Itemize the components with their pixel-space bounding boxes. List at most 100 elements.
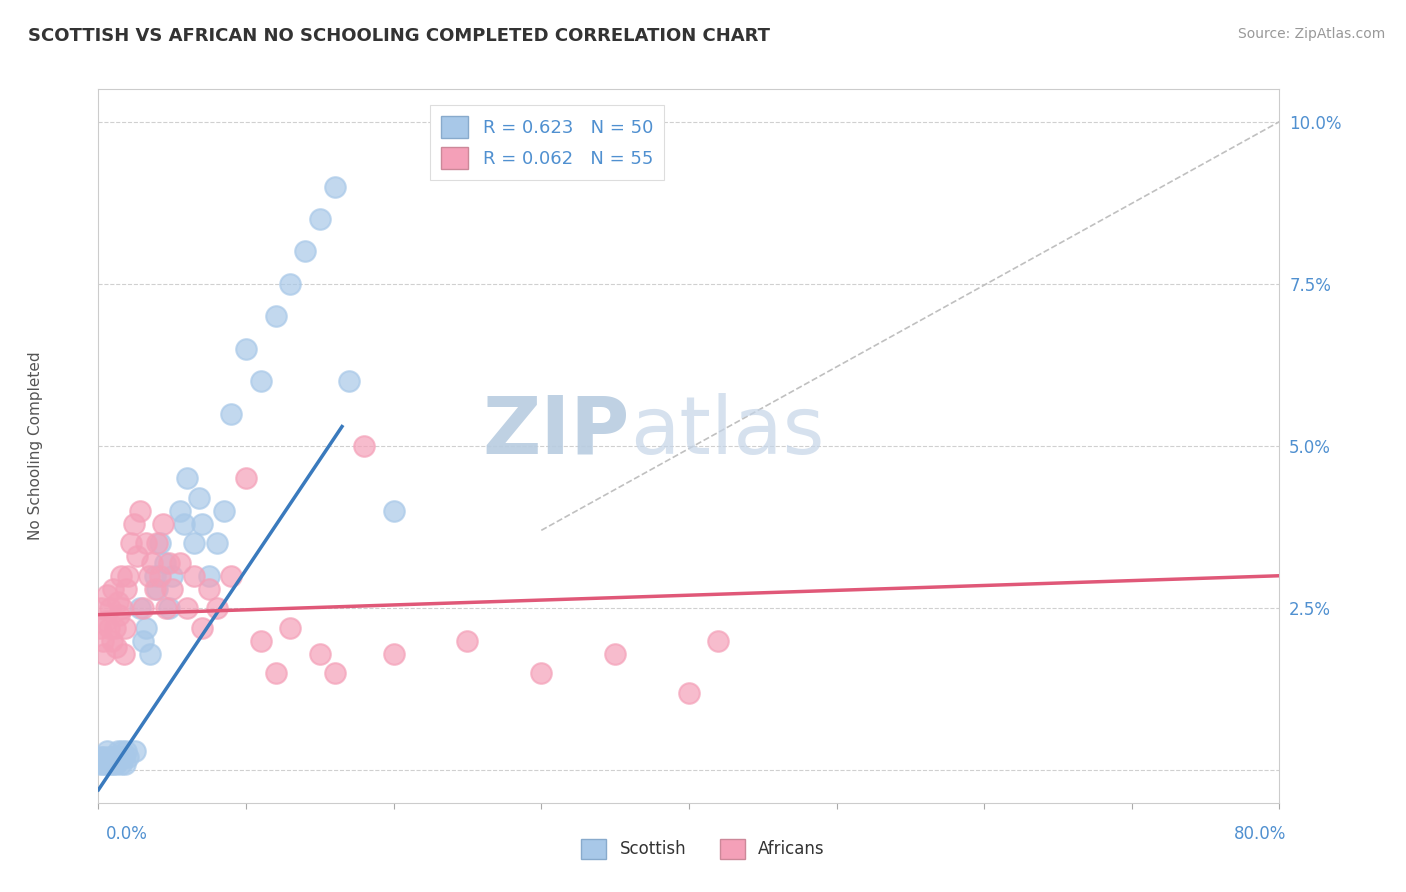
Point xyxy=(183,536,205,550)
Point xyxy=(294,244,316,259)
Point xyxy=(135,536,157,550)
Point xyxy=(89,621,111,635)
Point xyxy=(122,516,145,531)
Point xyxy=(205,536,228,550)
Point xyxy=(112,750,135,764)
Point xyxy=(117,568,139,582)
Point xyxy=(124,744,146,758)
Point xyxy=(605,647,627,661)
Point xyxy=(90,601,112,615)
Point xyxy=(108,607,131,622)
Point xyxy=(104,750,127,764)
Legend: Scottish, Africans: Scottish, Africans xyxy=(575,832,831,866)
Point xyxy=(94,614,117,628)
Legend: R = 0.623   N = 50, R = 0.062   N = 55: R = 0.623 N = 50, R = 0.062 N = 55 xyxy=(430,105,664,180)
Point xyxy=(110,568,132,582)
Point xyxy=(191,516,214,531)
Point xyxy=(89,756,111,771)
Point xyxy=(162,582,183,596)
Point xyxy=(198,582,221,596)
Point xyxy=(264,666,287,681)
Point xyxy=(530,666,553,681)
Point xyxy=(93,647,115,661)
Point xyxy=(198,568,221,582)
Point xyxy=(128,504,150,518)
Point xyxy=(456,633,478,648)
Point xyxy=(678,685,700,699)
Point xyxy=(138,568,160,582)
Point xyxy=(353,439,375,453)
Point xyxy=(115,744,138,758)
Point xyxy=(162,568,183,582)
Point xyxy=(169,556,191,570)
Point xyxy=(114,756,136,771)
Point xyxy=(143,568,166,582)
Point xyxy=(155,601,177,615)
Point xyxy=(183,568,205,582)
Point xyxy=(111,601,134,615)
Point xyxy=(323,179,346,194)
Point xyxy=(212,504,235,518)
Point xyxy=(91,633,114,648)
Point xyxy=(707,633,730,648)
Point xyxy=(132,601,155,615)
Point xyxy=(96,588,118,602)
Point xyxy=(337,374,360,388)
Point xyxy=(120,536,142,550)
Point xyxy=(309,211,332,226)
Point xyxy=(100,633,122,648)
Point xyxy=(128,601,150,615)
Point xyxy=(205,601,228,615)
Point xyxy=(152,516,174,531)
Point xyxy=(250,374,273,388)
Point xyxy=(323,666,346,681)
Point xyxy=(153,556,176,570)
Point xyxy=(96,744,118,758)
Point xyxy=(157,601,180,615)
Text: Source: ZipAtlas.com: Source: ZipAtlas.com xyxy=(1237,27,1385,41)
Point xyxy=(104,621,127,635)
Point xyxy=(235,342,257,356)
Point xyxy=(103,756,125,771)
Point xyxy=(108,750,131,764)
Point xyxy=(382,504,405,518)
Point xyxy=(187,491,209,505)
Text: No Schooling Completed: No Schooling Completed xyxy=(28,351,42,541)
Text: SCOTTISH VS AFRICAN NO SCHOOLING COMPLETED CORRELATION CHART: SCOTTISH VS AFRICAN NO SCHOOLING COMPLET… xyxy=(28,27,770,45)
Point xyxy=(219,568,242,582)
Point xyxy=(169,504,191,518)
Point xyxy=(90,750,112,764)
Point xyxy=(135,621,157,635)
Point xyxy=(105,640,128,654)
Point xyxy=(149,536,172,550)
Point xyxy=(115,582,138,596)
Text: 80.0%: 80.0% xyxy=(1234,825,1286,843)
Point xyxy=(114,621,136,635)
Point xyxy=(278,277,302,291)
Point xyxy=(98,601,121,615)
Point xyxy=(139,647,162,661)
Point xyxy=(132,633,155,648)
Point xyxy=(117,750,139,764)
Point xyxy=(107,595,129,609)
Point xyxy=(143,582,166,596)
Point xyxy=(309,647,332,661)
Point xyxy=(278,621,302,635)
Point xyxy=(382,647,405,661)
Point xyxy=(149,568,172,582)
Point xyxy=(111,744,134,758)
Point xyxy=(125,549,148,564)
Point xyxy=(97,750,120,764)
Point xyxy=(91,756,114,771)
Point xyxy=(97,621,120,635)
Point xyxy=(191,621,214,635)
Point xyxy=(110,756,132,771)
Point xyxy=(176,601,198,615)
Point xyxy=(105,756,128,771)
Point xyxy=(173,516,195,531)
Point xyxy=(146,582,169,596)
Point xyxy=(264,310,287,324)
Text: 0.0%: 0.0% xyxy=(105,825,148,843)
Point xyxy=(141,556,163,570)
Point xyxy=(93,750,115,764)
